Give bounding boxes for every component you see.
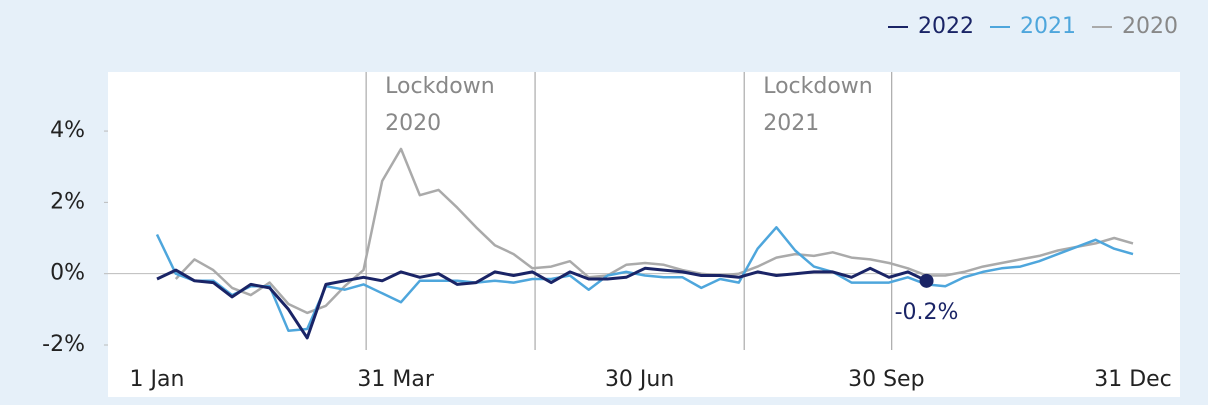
y-tick-label: 4% <box>50 118 85 143</box>
y-tick-label: -2% <box>42 332 85 357</box>
plot-area <box>108 72 1180 397</box>
y-tick-label: 0% <box>50 261 85 286</box>
legend-label: 2022 <box>918 14 974 39</box>
legend-label: 2021 <box>1020 14 1076 39</box>
x-tick-label: 30 Sep <box>848 367 924 392</box>
series-line <box>156 266 928 340</box>
value-label: -0.2% <box>895 300 959 325</box>
x-tick-label: 31 Mar <box>357 367 434 392</box>
end-marker <box>919 273 934 288</box>
annotation-text: Lockdown <box>385 74 495 99</box>
annotation-text: 2021 <box>763 111 819 136</box>
annotation-text: 2020 <box>385 111 441 136</box>
x-tick-label: 30 Jun <box>605 367 674 392</box>
series-line <box>174 147 1134 315</box>
y-tick-label: 2% <box>50 189 85 214</box>
x-tick-label: 31 Dec <box>1094 367 1172 392</box>
x-tick-label: 1 Jan <box>130 367 185 392</box>
annotation-text: Lockdown <box>763 74 873 99</box>
legend-label: 2020 <box>1122 14 1178 39</box>
